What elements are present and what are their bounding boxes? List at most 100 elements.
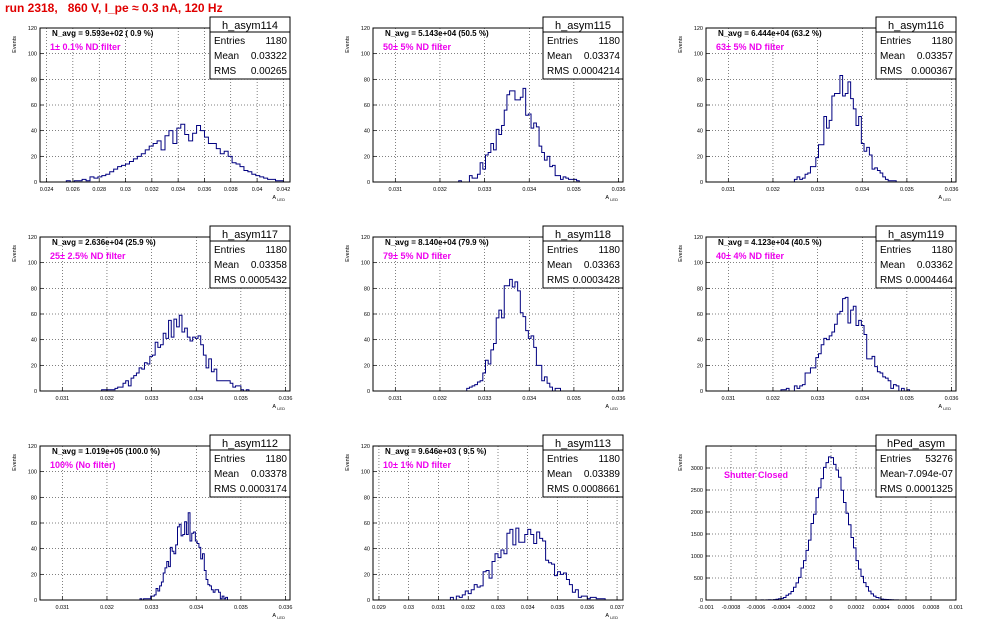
- stats-value: 0.03363: [584, 260, 621, 271]
- x-tick-label: 0.035: [567, 187, 581, 193]
- x-tick-label: 0.035: [900, 187, 914, 193]
- histogram-panel: 0.031 0.032 0.033 0.034 0.035 0.036 0 20 40 60 80 1…: [678, 16, 959, 202]
- x-tick-label: 0.04: [252, 187, 263, 193]
- histogram-panel: 0.029 0.03 0.031 0.032 0.033 0.034 0.035 0.036 0…: [345, 434, 624, 620]
- y-tick-label: 1000: [691, 554, 703, 560]
- stats-key: RMS: [547, 66, 570, 77]
- y-tick-label: 0: [700, 389, 703, 395]
- x-tick-label: 0.034: [522, 396, 536, 402]
- x-axis-title: A LED: [938, 195, 951, 202]
- stats-value: 1180: [931, 245, 953, 256]
- y-tick-label: 1500: [691, 532, 703, 538]
- y-axis-title: Events: [12, 36, 18, 53]
- x-tick-label: 0.034: [171, 187, 185, 193]
- y-axis-title: Events: [12, 245, 18, 262]
- y-tick-label: 20: [31, 363, 37, 369]
- stats-box: [542, 434, 624, 498]
- stats-key: Entries: [547, 454, 578, 465]
- stats-value: 0.03374: [584, 51, 621, 62]
- y-tick-label: 100: [694, 52, 703, 58]
- y-tick-label: 80: [364, 495, 370, 501]
- stats-key: Mean: [547, 469, 572, 480]
- x-tick-label: 0.031: [721, 187, 735, 193]
- stats-value: 0.0001325: [906, 484, 954, 495]
- stats-value: 0.03362: [917, 260, 954, 271]
- x-tick-label: 0.034: [189, 605, 203, 611]
- stats-value: 1180: [265, 245, 287, 256]
- x-tick-label: 0.032: [461, 605, 475, 611]
- histogram-name: h_asym117: [222, 229, 278, 241]
- x-tick-label: 0.0008: [923, 605, 940, 611]
- y-tick-label: 60: [364, 521, 370, 527]
- x-tick-label: -0.0002: [797, 605, 816, 611]
- stats-key: Entries: [880, 454, 911, 465]
- y-tick-label: 120: [361, 26, 370, 32]
- filter-label: 1± 0.1% ND filter: [50, 42, 121, 52]
- x-axis-title: A LED: [605, 613, 618, 620]
- y-tick-label: 80: [697, 77, 703, 83]
- histogram-name: h_asym113: [555, 438, 611, 450]
- histogram-panel: 0.031 0.032 0.033 0.034 0.035 0.036 0 20 40 60 80 1…: [12, 434, 292, 620]
- stats-value: 0.000367: [911, 66, 953, 77]
- stats-value: 1180: [598, 36, 620, 47]
- y-tick-label: 80: [697, 286, 703, 292]
- y-tick-label: 120: [28, 444, 37, 450]
- stats-value: 0.03358: [251, 260, 288, 271]
- y-tick-label: 120: [694, 235, 703, 241]
- x-tick-label: 0.033: [491, 605, 505, 611]
- y-tick-label: 20: [364, 572, 370, 578]
- y-tick-label: 0: [700, 598, 703, 604]
- stats-key: Mean: [880, 51, 905, 62]
- y-tick-label: 3000: [691, 466, 703, 472]
- navg-label: N_avg = 2.636e+04 (25.9 %): [52, 238, 156, 247]
- x-tick-label: 0.032: [100, 605, 114, 611]
- stats-key: RMS: [880, 275, 903, 286]
- x-tick-label: 0.035: [234, 396, 248, 402]
- y-tick-label: 100: [361, 470, 370, 476]
- filter-label: 10± 1% ND filter: [383, 460, 451, 470]
- stats-key: RMS: [880, 484, 903, 495]
- x-tick-label: 0.033: [811, 187, 825, 193]
- y-axis-title: Events: [678, 245, 684, 262]
- histogram-panel: -0.001 -0.0008 -0.0006 -0.0004 -0.0002 0 0.000…: [678, 434, 963, 611]
- histogram-name: h_asym115: [555, 20, 611, 32]
- histogram-panel: 0.031 0.032 0.033 0.034 0.035 0.036 0 20 40 60 80 1…: [12, 225, 292, 411]
- stats-key: RMS: [547, 484, 570, 495]
- x-tick-label: 0.0004: [873, 605, 890, 611]
- stats-box: [542, 16, 624, 80]
- navg-label: N_avg = 1.019e+05 (100.0 %): [52, 447, 160, 456]
- x-tick-label: 0.024: [40, 187, 54, 193]
- stats-value: -7.094e-07: [905, 469, 954, 480]
- navg-label: N_avg = 5.143e+04 (50.5 %): [385, 29, 489, 38]
- stats-value: 0.03389: [584, 469, 621, 480]
- navg-label: N_avg = 9.593e+02 ( 0.9 %): [52, 29, 154, 38]
- y-tick-label: 60: [697, 312, 703, 318]
- histogram-line: [40, 512, 290, 601]
- stats-key: RMS: [547, 275, 570, 286]
- x-tick-label: 0.034: [855, 187, 869, 193]
- stats-value: 0.0003428: [573, 275, 621, 286]
- x-tick-label: 0.036: [945, 187, 959, 193]
- x-tick-label: 0.031: [388, 396, 402, 402]
- filter-label: 25± 2.5% ND filter: [50, 251, 126, 261]
- y-tick-label: 40: [31, 129, 37, 135]
- y-axis-title: Events: [345, 36, 351, 53]
- y-tick-label: 20: [31, 154, 37, 160]
- y-tick-label: 20: [31, 572, 37, 578]
- x-tick-label: 0.0006: [898, 605, 915, 611]
- histogram-line: [373, 278, 623, 392]
- x-tick-label: 0.033: [811, 396, 825, 402]
- navg-label: N_avg = 4.123e+04 (40.5 %): [718, 238, 822, 247]
- stats-box: [209, 16, 291, 80]
- y-tick-label: 120: [694, 26, 703, 32]
- y-tick-label: 80: [364, 286, 370, 292]
- x-tick-label: 0.033: [478, 396, 492, 402]
- x-axis-title: A LED: [605, 195, 618, 202]
- filter-label: Shutter Closed: [724, 470, 788, 480]
- x-tick-label: 0.033: [145, 605, 159, 611]
- stats-value: 1180: [265, 454, 287, 465]
- stats-value: 0.0004464: [906, 275, 954, 286]
- stats-value: 0.03322: [251, 51, 288, 62]
- stats-box: [209, 434, 291, 498]
- y-tick-label: 0: [34, 389, 37, 395]
